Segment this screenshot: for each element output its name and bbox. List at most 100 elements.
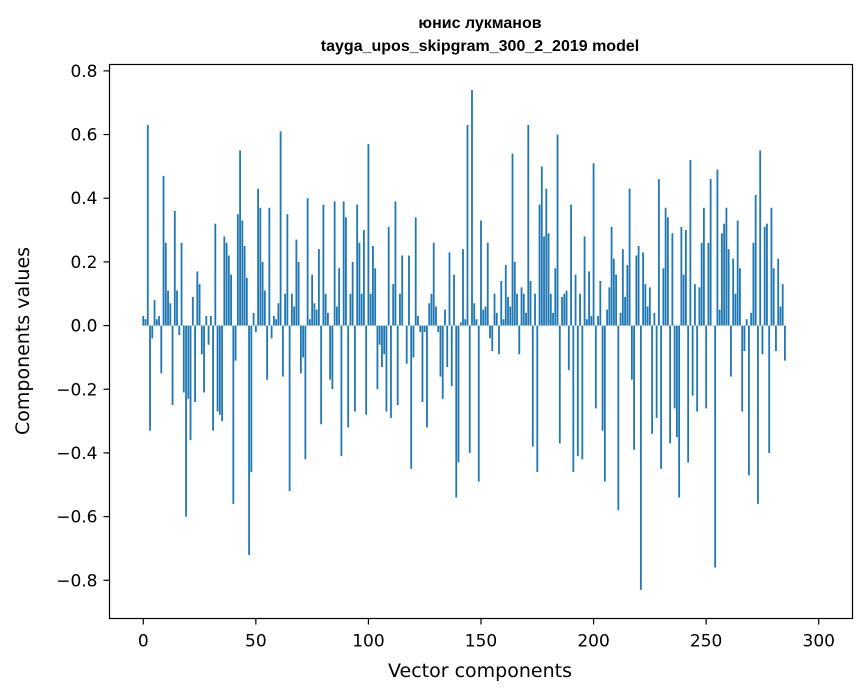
bar-74 [308,319,311,326]
bar-62 [281,325,284,377]
bar-65 [288,325,291,492]
bar-188 [565,290,568,326]
bar-13 [171,325,174,406]
bar-283 [779,306,782,326]
bar-168 [520,287,523,326]
bar-222 [642,252,645,326]
bar-100 [367,144,370,326]
bar-232 [664,207,667,326]
bar-79 [320,325,323,425]
bar-24 [196,271,199,326]
y-tick-label-3: −0.2 [56,380,97,400]
bar-98 [363,230,365,326]
bar-55 [266,325,269,380]
bar-165 [513,261,516,326]
bar-282 [777,258,780,326]
bar-241 [684,230,687,326]
y-tick-label-0: −0.8 [56,571,97,591]
bar-248 [700,242,703,326]
bar-223 [644,284,647,326]
bar-99 [365,325,368,415]
bar-184 [556,134,559,326]
y-tick-label-2: −0.4 [56,444,97,464]
bar-34 [218,325,221,415]
bar-97 [360,293,363,326]
bar-91 [347,325,350,428]
bar-28 [205,316,208,326]
bar-280 [772,268,775,326]
bar-191 [572,325,575,473]
bar-6 [155,319,158,326]
bar-135 [446,325,449,367]
bar-175 [536,325,539,473]
bar-214 [624,296,626,326]
bar-144 [466,124,469,326]
bar-196 [583,236,586,326]
bar-69 [297,261,300,326]
y-tick-label-1: −0.6 [56,508,97,528]
bar-137 [450,325,453,387]
bar-227 [653,312,656,326]
bar-190 [570,204,572,326]
bar-180 [547,233,550,326]
bar-268 [745,319,748,326]
bar-164 [511,153,514,326]
bar-31 [212,325,214,431]
bar-273 [757,325,759,504]
bar-17 [180,242,183,326]
bar-125 [423,325,426,332]
bar-113 [396,325,399,406]
bar-39 [230,274,232,326]
bar-204 [601,325,604,431]
bar-57 [270,325,273,339]
bar-119 [410,325,413,469]
bar-151 [482,309,485,326]
bar-272 [754,195,757,326]
bar-93 [351,261,354,326]
bar-237 [675,325,678,438]
bar-32 [214,223,217,326]
bar-96 [358,242,361,326]
bar-269 [748,325,750,476]
bar-89 [342,201,345,326]
bar-148 [475,319,478,326]
bar-46 [245,277,248,326]
bar-275 [761,325,764,355]
bar-229 [657,179,660,326]
bar-276 [763,226,766,326]
bar-174 [534,293,536,326]
bar-153 [486,242,489,326]
bar-122 [417,316,419,326]
bar-274 [759,150,762,326]
bar-201 [594,325,597,409]
y-tick-label-4: 0.0 [70,317,97,337]
bar-260 [727,249,730,326]
bar-243 [689,160,692,326]
bar-14 [173,210,176,326]
bar-63 [284,293,287,326]
bar-75 [311,274,314,326]
y-tick-label-8: 0.8 [70,62,97,82]
bar-189 [567,325,570,371]
bar-15 [176,290,178,326]
bar-262 [732,258,735,326]
bar-176 [538,204,541,326]
bar-121 [414,217,417,326]
bar-173 [531,325,534,447]
bar-194 [579,293,581,326]
bar-185 [558,325,561,444]
bar-263 [734,293,737,326]
x-axis: 0 50 100 150 200 250 300 [138,618,835,652]
bar-105 [378,325,381,345]
bar-166 [516,293,518,326]
bar-266 [741,325,744,412]
bar-10 [164,242,167,326]
bar-197 [585,319,588,326]
chart-subtitle: tayga_upos_skipgram_300_2_2019 model [321,38,639,55]
bar-92 [349,293,352,326]
bar-23 [194,325,196,402]
bar-95 [356,204,359,326]
bar-239 [680,226,683,326]
bar-106 [381,325,383,367]
bar-192 [574,274,577,326]
